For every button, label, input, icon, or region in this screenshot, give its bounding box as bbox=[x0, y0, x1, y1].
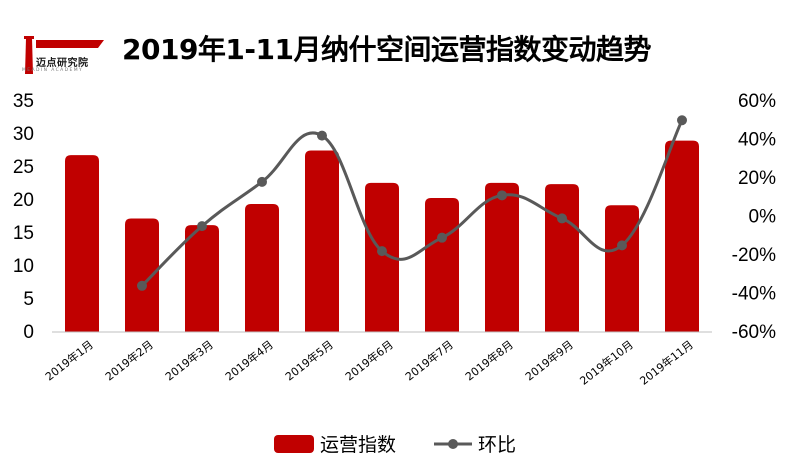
y-right-tick-label: -40% bbox=[732, 284, 776, 305]
y-left-tick-label: 35 bbox=[13, 91, 34, 112]
line-point-7 bbox=[497, 190, 507, 201]
y-right-tick-label: 40% bbox=[738, 130, 776, 151]
y-right-tick-label: 20% bbox=[738, 168, 776, 189]
logo-flag-icon bbox=[36, 40, 104, 48]
x-tick-label: 2019年6月 bbox=[342, 337, 396, 383]
meadin-logo bbox=[24, 36, 104, 74]
y-left-tick-label: 25 bbox=[13, 157, 34, 178]
chart-title: 2019年1-11月纳什空间运营指数变动趋势 bbox=[122, 33, 652, 66]
x-tick-label: 2019年8月 bbox=[462, 337, 516, 383]
line-point-2 bbox=[197, 221, 207, 232]
line-point-9 bbox=[617, 240, 627, 251]
y-left-tick-label: 0 bbox=[23, 322, 34, 343]
line-point-8 bbox=[557, 213, 567, 224]
line-point-10 bbox=[677, 115, 687, 126]
y-right-tick-label: -20% bbox=[732, 245, 776, 266]
line-point-1 bbox=[137, 280, 147, 291]
y-left-tick-label: 5 bbox=[23, 289, 34, 310]
x-tick-label: 2019年2月 bbox=[102, 337, 156, 383]
legend-bar-swatch bbox=[274, 435, 314, 453]
line-point-5 bbox=[377, 246, 387, 257]
bar-7 bbox=[425, 198, 459, 332]
y-left-tick-label: 20 bbox=[13, 190, 34, 211]
bar-11 bbox=[665, 140, 699, 332]
line-point-3 bbox=[257, 176, 267, 187]
line-point-6 bbox=[437, 232, 447, 243]
bar-3 bbox=[185, 225, 219, 332]
legend-label-huanbi: 环比 bbox=[478, 434, 516, 456]
x-tick-label: 2019年1月 bbox=[42, 337, 96, 383]
logo-text: 迈点研究院 bbox=[36, 58, 89, 69]
y-left-tick-label: 10 bbox=[13, 256, 34, 277]
x-tick-label: 2019年5月 bbox=[282, 337, 336, 383]
logo-subtext: MEADIN ACADEMY bbox=[22, 68, 84, 73]
bar-4 bbox=[245, 203, 279, 332]
bar-1 bbox=[65, 155, 99, 332]
x-tick-label: 2019年4月 bbox=[222, 337, 276, 383]
bar-8 bbox=[485, 182, 519, 332]
line-series-huanbi bbox=[140, 119, 684, 287]
y-right-tick-label: 0% bbox=[749, 207, 777, 228]
bar-2 bbox=[125, 218, 159, 332]
x-tick-label: 2019年11月 bbox=[637, 337, 696, 387]
bar-9 bbox=[545, 184, 579, 332]
y-right-tick-label: 60% bbox=[738, 91, 776, 112]
x-tick-label: 2019年10月 bbox=[577, 337, 636, 387]
bar-6 bbox=[365, 182, 399, 332]
bar-10 bbox=[605, 205, 639, 332]
y-left-tick-label: 15 bbox=[13, 223, 34, 244]
x-tick-label: 2019年7月 bbox=[402, 337, 456, 383]
y-left-tick-label: 30 bbox=[13, 124, 34, 145]
x-tick-label: 2019年3月 bbox=[162, 337, 216, 383]
lighthouse-icon bbox=[25, 38, 33, 74]
y-right-tick-label: -60% bbox=[732, 322, 776, 343]
legend-label-index: 运营指数 bbox=[320, 434, 396, 456]
x-tick-label: 2019年9月 bbox=[522, 337, 576, 383]
bar-5 bbox=[305, 150, 339, 332]
legend-line-marker bbox=[448, 439, 458, 449]
line-point-4 bbox=[317, 130, 327, 141]
